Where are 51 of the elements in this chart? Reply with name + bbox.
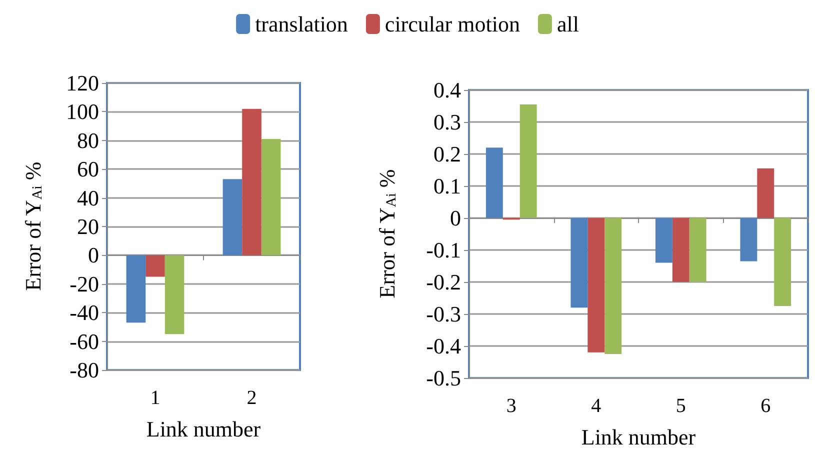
y-tick-label: -60 [70,328,99,354]
y-axis-title: Error of YAi % [20,162,46,291]
y-tick-label: -40 [70,300,99,326]
y-tick-label: 20 [77,214,99,239]
y-tick-label: 0.2 [434,142,461,166]
bar [655,218,672,263]
bar [604,218,622,354]
y-tick-label: -20 [70,271,99,296]
y-tick-label: 60 [77,156,99,182]
x-axis-title: Link number [146,416,262,442]
y-tick-label: 120 [66,70,99,96]
x-tick-label: 2 [246,387,257,409]
y-tick-label: 40 [77,185,99,210]
x-tick-label: 3 [506,395,516,417]
y-tick-label: -0.4 [426,334,461,358]
bar [672,218,690,282]
y-axis-title: Error of YAi % [374,169,400,298]
bar [146,255,165,277]
x-tick-label: 1 [150,387,160,409]
y-tick-label: -0.2 [426,270,461,294]
y-tick-label: 0.3 [434,110,461,134]
bar [740,218,758,262]
bar [774,218,792,306]
bar [757,168,774,218]
y-tick-label: 0.1 [434,174,461,198]
bar [242,108,262,256]
bar [222,179,242,256]
y-tick-label: -0.3 [426,302,461,326]
bar [588,218,605,352]
y-tick-label: -0.5 [426,366,461,390]
x-tick-label: 5 [676,395,686,417]
legend-label: translation [255,12,348,36]
bar [486,148,503,218]
y-tick-label: 0 [88,242,99,268]
bar [689,218,706,282]
legend-label: circular motion [384,12,520,36]
bar [126,255,146,323]
y-tick-label: 80 [77,128,99,153]
bar [520,104,537,218]
legend-label: all [556,12,579,36]
y-tick-label: 100 [66,99,99,124]
y-tick-label: -80 [70,358,99,382]
y-tick-label: 0.4 [434,78,461,102]
x-tick-label: 6 [760,395,771,417]
x-axis-title: Link number [581,424,696,450]
y-tick-label: 0 [450,206,461,230]
y-tick-label: -0.1 [426,238,461,262]
x-tick-label: 4 [591,395,602,417]
bar [570,218,588,308]
bar [261,138,281,256]
bar [164,255,184,334]
